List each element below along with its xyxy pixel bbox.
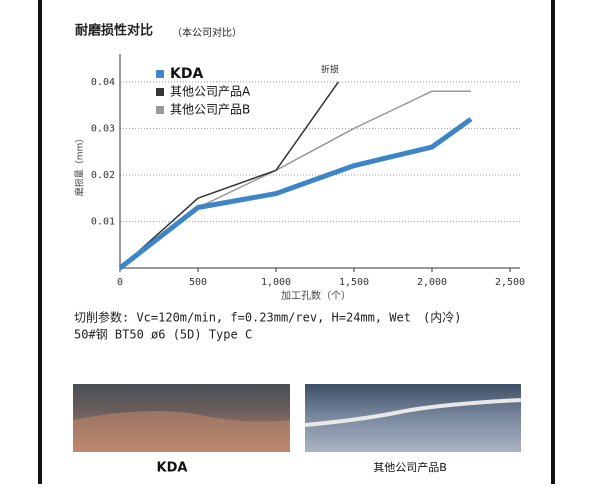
legend-label: KDA <box>170 66 203 82</box>
photo-caption: 其他公司产品B <box>373 460 447 474</box>
note: 50#钢 BT50 ø6 (5D) Type C <box>74 328 252 342</box>
legend-swatch <box>156 88 164 96</box>
x-axis-label: 加工孔数（个） <box>281 289 351 302</box>
x-tick-label: 1,500 <box>339 277 369 288</box>
y-tick-label: 0.03 <box>91 123 115 134</box>
chart-subtitle: （本公司对比） <box>172 26 242 39</box>
series-line <box>119 90 471 269</box>
photo-detail <box>73 411 290 452</box>
note: 切削参数: Vc=120m/min, f=0.23mm/rev, H=24mm,… <box>74 310 461 325</box>
legend-swatch <box>156 70 164 78</box>
series-line <box>118 117 473 270</box>
x-tick-label: 0 <box>117 277 123 288</box>
legend-swatch <box>156 106 164 114</box>
y-tick-label: 0.01 <box>91 216 115 227</box>
y-tick-label: 0.04 <box>91 77 115 88</box>
legend-label: 其他公司产品A <box>170 85 251 99</box>
y-axis-label: 磨损量（mm） <box>74 134 86 197</box>
photo <box>305 384 521 452</box>
photo-caption: KDA <box>157 461 188 476</box>
photo-detail <box>304 398 522 427</box>
y-tick-label: 0.02 <box>91 170 115 181</box>
x-tick-label: 2,000 <box>417 277 447 288</box>
chart-title: 耐磨损性对比 <box>75 23 153 39</box>
x-tick-label: 1,000 <box>261 277 291 288</box>
legend-label: 其他公司产品B <box>170 103 250 117</box>
x-tick-label: 500 <box>189 277 207 288</box>
annotation: 折损 <box>321 64 339 76</box>
border <box>551 0 555 484</box>
series-line <box>119 81 340 269</box>
x-tick-label: 2,500 <box>495 277 525 288</box>
border <box>38 0 42 484</box>
